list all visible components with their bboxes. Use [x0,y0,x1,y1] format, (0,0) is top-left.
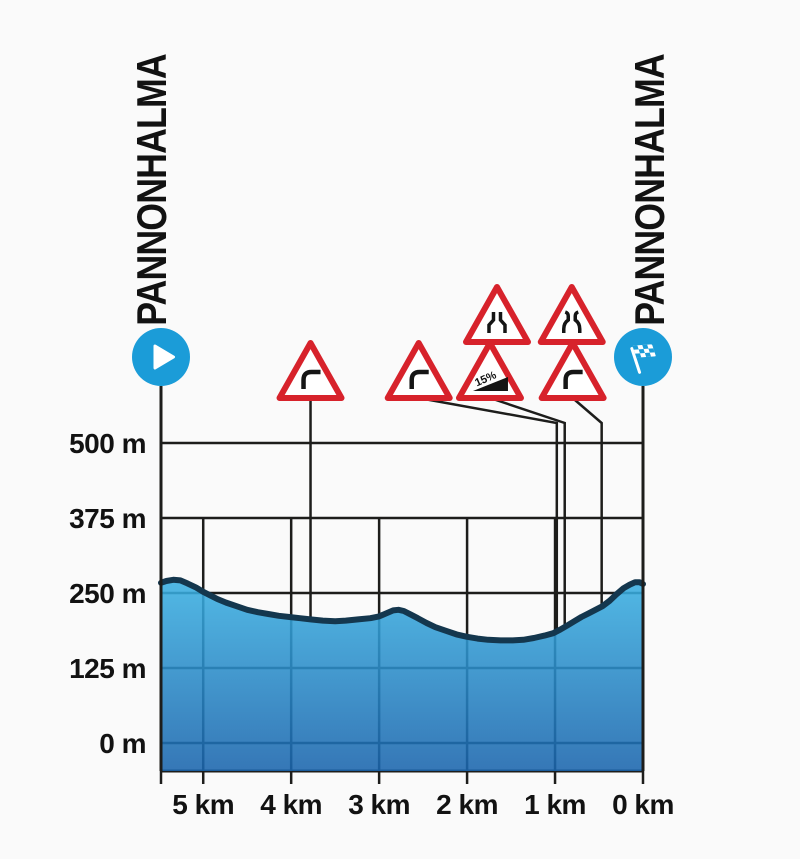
y-axis-label: 250 m [69,578,146,609]
x-axis-label: 2 km [436,789,498,820]
warning-triangle [462,284,531,345]
flag-check [642,344,649,350]
road-widens-symbol [562,310,582,333]
axis-labels: 500 m 375 m 250 m 125 m 0 m 5 km 4 km 3 km 2 km 1… [69,428,674,820]
x-axis-label: 5 km [172,789,234,820]
road-narrows-glyph [498,312,507,333]
warning-triangle [537,284,606,345]
curve-right-symbol [563,369,583,389]
elevation-line [158,576,646,644]
elevation-area-group [161,579,643,771]
curve-right-glyph [301,369,321,389]
warning-signs: 15% [276,284,607,401]
road-widens-glyph [573,310,582,333]
flag-check [635,353,642,358]
flag-check [638,349,645,354]
warning-sign-road-widens [537,284,606,345]
finish-marker [614,328,672,386]
curve-right-symbol [409,369,429,389]
warning-sign-curve-right [538,340,607,401]
flag-cloth [632,344,656,358]
curve-right-symbol [301,369,321,389]
road-narrows-glyph [487,312,496,333]
sign-connector-line [489,396,566,625]
flag-check [644,352,652,357]
x-axis-label: 3 km [348,789,410,820]
route-markers [132,328,672,386]
elevation-line-group [158,576,646,644]
start-marker [132,328,190,386]
chart-frame [159,386,645,784]
road-narrows-symbol [487,312,507,333]
y-axis-label: 375 m [69,503,146,534]
warning-sign-steep-climb: 15% [455,340,524,401]
sign-connector-line [418,396,559,630]
y-axis-label: 500 m [69,428,146,459]
x-axis-label: 4 km [260,789,322,820]
sign-connector-lines [309,396,603,630]
flag-group [630,344,656,374]
road-widens-glyph [562,310,571,333]
elevation-area [161,579,643,771]
flag-check [648,348,655,353]
y-axis-label: 125 m [69,653,146,684]
flag-pole [630,347,642,374]
curve-right-glyph [409,369,429,389]
sign-connector-line [571,397,603,605]
warning-sign-curve-right [276,340,345,401]
steep-climb-glyph [472,377,508,391]
warning-sign-road-narrows [462,284,531,345]
flag-check [632,345,639,350]
x-axis-label: 1 km [524,789,586,820]
curve-right-glyph [563,369,583,389]
warning-sign-curve-right [384,340,453,401]
y-axis-label: 0 m [99,728,146,759]
play-triangle [153,344,175,370]
x-axis-label: 0 km [612,789,674,820]
